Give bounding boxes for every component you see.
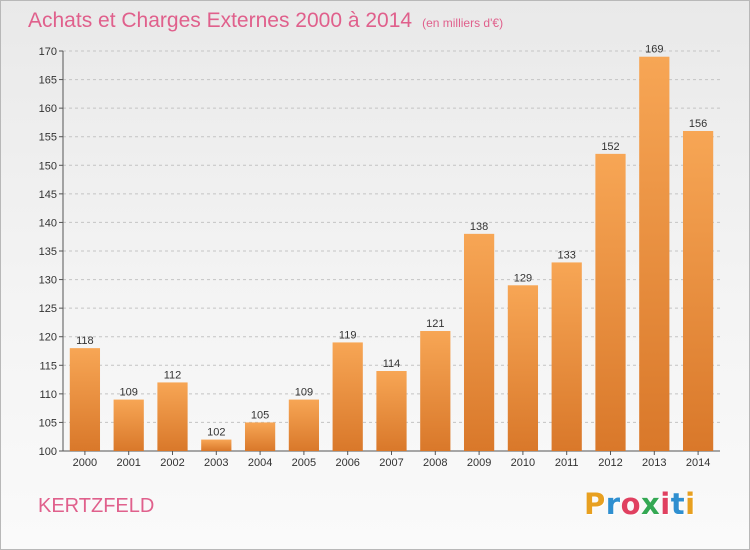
bar-2003 bbox=[201, 439, 232, 451]
x-tick-label-2002: 2002 bbox=[160, 457, 184, 469]
y-tick-label: 100 bbox=[39, 446, 57, 458]
x-tick-label-2009: 2009 bbox=[467, 457, 491, 469]
data-label-2007: 114 bbox=[383, 358, 401, 370]
x-tick-label-2003: 2003 bbox=[204, 457, 228, 469]
bar-2011 bbox=[551, 262, 582, 451]
y-tick-label: 150 bbox=[39, 160, 57, 172]
chart-unit: (en milliers d'€) bbox=[422, 16, 504, 30]
y-tick-label: 140 bbox=[39, 217, 57, 229]
bar-2002 bbox=[157, 382, 188, 451]
bar-2004 bbox=[244, 422, 276, 451]
chart-title: Achats et Charges Externes 2000 à 2014 bbox=[28, 9, 413, 32]
x-tick-label-2014: 2014 bbox=[686, 457, 710, 469]
x-tick-label-2004: 2004 bbox=[248, 457, 272, 469]
y-tick-label: 130 bbox=[39, 275, 57, 287]
data-label-2000: 118 bbox=[76, 335, 94, 347]
data-label-2004: 105 bbox=[251, 409, 269, 421]
x-tick-label-2007: 2007 bbox=[379, 457, 403, 469]
x-tick-label-2008: 2008 bbox=[423, 457, 447, 469]
x-tick-label-2001: 2001 bbox=[116, 457, 140, 469]
bar-2000 bbox=[69, 348, 101, 451]
data-label-2002: 112 bbox=[164, 369, 182, 381]
y-tick-label: 165 bbox=[39, 75, 57, 87]
x-tick-label-2013: 2013 bbox=[642, 457, 666, 469]
y-tick-label: 115 bbox=[39, 360, 57, 372]
bar-2007 bbox=[376, 371, 407, 451]
bar-2008 bbox=[420, 331, 451, 451]
data-label-2010: 129 bbox=[514, 272, 532, 284]
y-tick-label: 120 bbox=[39, 332, 57, 344]
data-label-2006: 119 bbox=[339, 329, 357, 341]
data-label-2009: 138 bbox=[470, 221, 488, 233]
x-tick-label-2005: 2005 bbox=[292, 457, 316, 469]
bar-2014 bbox=[682, 131, 714, 451]
bar-2009 bbox=[463, 233, 495, 451]
x-tick-label-2011: 2011 bbox=[555, 457, 579, 469]
x-tick-label-2012: 2012 bbox=[598, 457, 622, 469]
title-row: Achats et Charges Externes 2000 à 2014 (e… bbox=[28, 9, 503, 33]
y-tick-label: 125 bbox=[39, 303, 57, 315]
y-tick-label: 145 bbox=[39, 189, 57, 201]
y-tick-label: 110 bbox=[39, 389, 57, 401]
x-tick-label-2010: 2010 bbox=[511, 457, 535, 469]
proxiti-logo: Proxiti bbox=[584, 487, 696, 521]
bar-2005 bbox=[288, 399, 320, 451]
data-label-2011: 133 bbox=[558, 249, 576, 261]
data-label-2013: 169 bbox=[645, 44, 663, 56]
bar-2010 bbox=[507, 285, 539, 451]
y-tick-label: 155 bbox=[39, 132, 57, 144]
y-tick-label: 135 bbox=[39, 246, 57, 258]
data-label-2012: 152 bbox=[601, 141, 619, 153]
bar-2001 bbox=[113, 399, 144, 451]
data-label-2014: 156 bbox=[689, 118, 707, 130]
data-label-2005: 109 bbox=[295, 387, 313, 399]
commune-name: KERTZFELD bbox=[38, 495, 155, 517]
bar-2013 bbox=[639, 56, 670, 451]
y-tick-label: 105 bbox=[39, 417, 57, 429]
y-tick-label: 160 bbox=[39, 103, 57, 115]
x-tick-label-2006: 2006 bbox=[335, 457, 359, 469]
data-label-2001: 109 bbox=[120, 387, 138, 399]
data-label-2008: 121 bbox=[426, 318, 444, 330]
x-tick-label-2000: 2000 bbox=[73, 457, 97, 469]
bar-2012 bbox=[595, 153, 626, 451]
y-tick-label: 170 bbox=[39, 46, 57, 58]
data-label-2003: 102 bbox=[207, 427, 225, 439]
bar-2006 bbox=[332, 342, 363, 451]
